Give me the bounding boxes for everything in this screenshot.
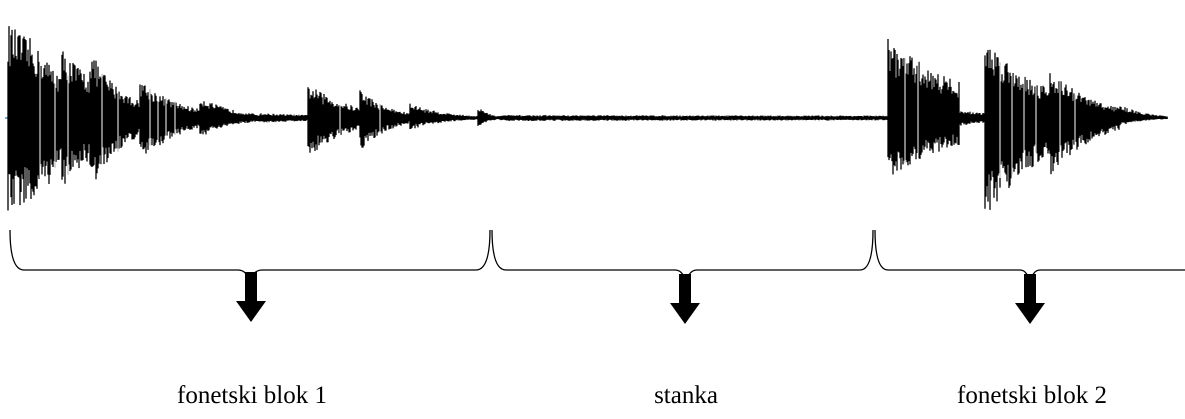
arrow-down-icon [670,274,700,324]
label-block2: fonetski blok 2 [957,382,1107,409]
waveform-icon [7,26,1168,211]
label-pause: stanka [654,382,718,409]
label-block1: fonetski blok 1 [177,382,327,409]
brace-block2 [874,229,1185,286]
arrow-down-icon [236,272,266,322]
arrow-down-icon [1015,274,1045,324]
